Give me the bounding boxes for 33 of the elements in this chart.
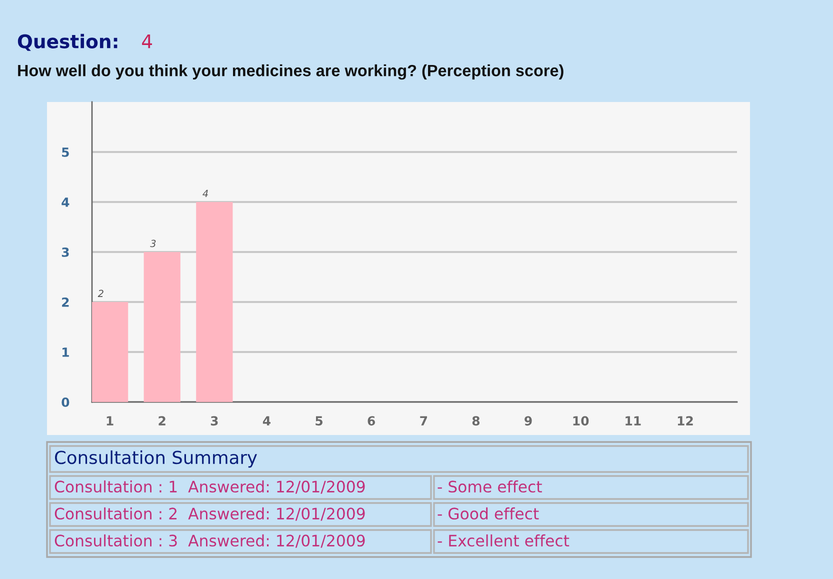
data-label: 4 [202,190,208,197]
bar [92,302,128,402]
text: Consultation : 1 Answered: 12/01/2009 [54,480,365,494]
text: - Some effect [438,480,542,493]
bar [144,252,180,402]
y-tick-label: 3 [62,247,69,257]
text: - Excellent effect [438,534,570,547]
y-tick-label: 1 [62,348,69,357]
x-tick-label: 3 [210,416,218,426]
y-tick-label: 5 [62,148,69,157]
x-tick-label: 6 [368,416,376,426]
text: Consultation : 3 Answered: 12/01/2009 [54,534,365,548]
bar [196,202,233,402]
x-tick-label: 11 [626,416,641,426]
x-tick-label: 4 [262,416,270,426]
x-tick-label: 7 [420,416,428,426]
chart-subtitle: How well do you think your medicines are working? (Perception score) [18,64,564,80]
x-tick-label: 12 [678,416,693,426]
x-tick-label: 10 [573,416,589,426]
text: Consultation : 2 Answered: 12/01/2009 [54,507,365,521]
text: Consultation Summary [54,450,257,468]
x-tick-label: 8 [472,416,480,426]
chart-title: Question: 4 [18,34,152,51]
x-tick-label: 5 [316,416,323,426]
y-tick-label: 2 [62,297,69,307]
text: - Good effect [438,507,539,520]
y-tick-label: 4 [62,198,70,207]
x-tick-label: 2 [158,416,166,426]
y-tick-label: 0 [62,397,70,407]
x-tick-label: 9 [524,416,532,426]
x-tick-label: 1 [106,416,114,426]
data-label: 2 [98,290,104,297]
data-label: 3 [150,240,156,248]
